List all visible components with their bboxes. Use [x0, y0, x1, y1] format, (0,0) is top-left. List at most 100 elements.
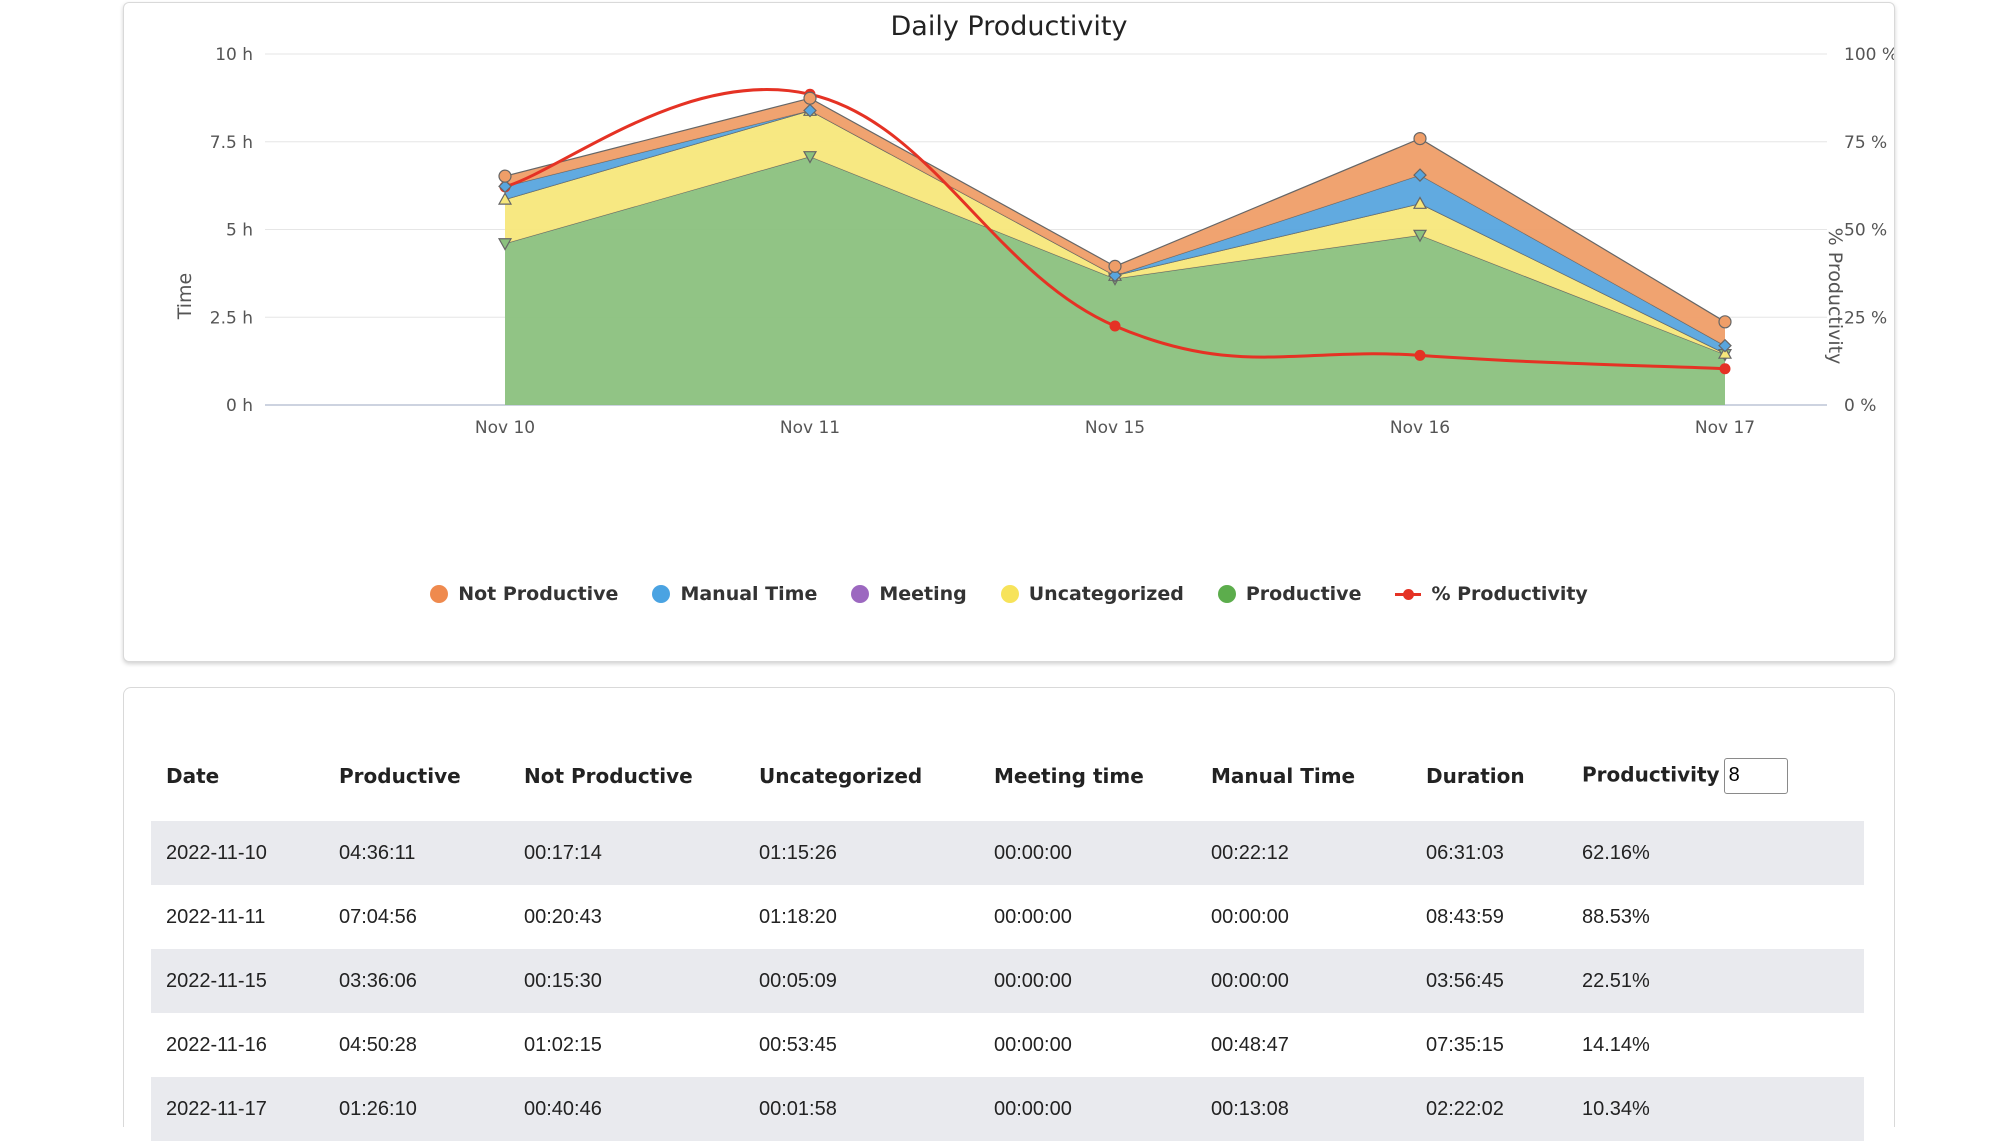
legend-meeting[interactable]: Meeting	[851, 583, 967, 605]
table-cell: 2022-11-16	[166, 1033, 267, 1056]
marker-not-productive	[803, 91, 817, 105]
y-axis-title: Time	[174, 273, 196, 321]
table-cell: 06:31:03	[1426, 841, 1504, 864]
marker-manual-time	[1718, 338, 1732, 353]
marker-manual-time	[1108, 268, 1122, 283]
legend-productivity-percent[interactable]: % Productivity	[1395, 583, 1588, 605]
table-cell: 02:22:02	[1426, 1097, 1504, 1120]
table-cell: 00:22:12	[1211, 841, 1289, 864]
table-cell: 22.51%	[1582, 969, 1650, 992]
x-tick-label: Nov 10	[475, 418, 535, 438]
marker-uncategorized	[497, 192, 513, 205]
table-cell: 2022-11-11	[166, 905, 266, 928]
table-cell: 00:00:00	[1211, 969, 1289, 992]
chart-title: Daily Productivity	[891, 11, 1128, 42]
table-header-row: Date Productive Not Productive Uncategor…	[151, 730, 1864, 821]
table-panel: Date Productive Not Productive Uncategor…	[123, 687, 1895, 1141]
axis-labels: 0 h 2.5 h 5 h 7.5 h 10 h 0 % 25 % 50 % 75 % 100 %…	[210, 45, 1894, 438]
legend-not-productive[interactable]: Not Productive	[430, 583, 618, 605]
y2-tick-label: 25 %	[1844, 308, 1887, 328]
line-productivity-percent	[504, 88, 1726, 371]
table-cell: 88.53%	[1582, 905, 1650, 928]
x-tick-label: Nov 16	[1390, 418, 1450, 438]
marker-manual-time	[498, 179, 512, 194]
table-cell: 07:04:56	[339, 905, 417, 928]
line-marker-icon	[1395, 585, 1422, 603]
table-cell: 07:35:15	[1426, 1033, 1504, 1056]
table-cell: 04:36:11	[339, 841, 416, 864]
table-row: 2022-11-11 07:04:56 00:20:43 01:18:20 00:00:…	[151, 885, 1864, 949]
marker-not-productive	[1108, 259, 1122, 273]
table-cell: 00:01:58	[759, 1097, 837, 1120]
table-cell: 03:56:45	[1426, 969, 1504, 992]
table-cell: 03:36:06	[339, 969, 417, 992]
marker-uncategorized	[1412, 196, 1428, 209]
column-header: Duration	[1426, 763, 1525, 788]
productivity-header: Productivity	[1567, 730, 1864, 821]
table-cell: 00:15:30	[524, 969, 602, 992]
column-header: Not Productive	[524, 763, 693, 788]
legend-uncategorized[interactable]: Uncategorized	[1000, 583, 1184, 605]
table-cell: 10.34%	[1582, 1097, 1650, 1120]
marker-productive	[1412, 229, 1428, 243]
table-cell: 00:00:00	[994, 905, 1072, 928]
y2-tick-label: 50 %	[1844, 221, 1887, 241]
marker-productive	[497, 238, 513, 251]
marker-manual-time	[803, 103, 817, 118]
yellow-dot-icon	[1000, 585, 1019, 603]
table-cell: 00:00:00	[994, 1097, 1072, 1120]
legend-productive[interactable]: Productive	[1217, 583, 1362, 605]
marker-productivity-percent	[1109, 320, 1121, 332]
table-cell: 00:48:47	[1211, 1033, 1289, 1056]
y2-axis-title: % Productivity	[1824, 228, 1846, 365]
column-header: Uncategorized	[759, 763, 923, 788]
legend-label: Meeting	[879, 583, 967, 605]
purple-dot-icon	[851, 585, 870, 603]
table-cell: 2022-11-15	[166, 969, 267, 992]
table-cell: 08:43:59	[1426, 905, 1504, 928]
table-row: 2022-11-16 04:50:28 01:02:15 00:53:45 00:00:…	[151, 1013, 1864, 1077]
column-header: Productive	[339, 763, 461, 788]
table-row: 2022-11-10 04:36:11 00:17:14 01:15:26 00:00:…	[151, 821, 1864, 885]
y-tick-label: 7.5 h	[210, 133, 253, 153]
blue-dot-icon	[652, 585, 671, 603]
table-cell: 00:00:00	[1211, 905, 1289, 928]
series-markers	[497, 91, 1733, 362]
table-cell: 2022-11-10	[166, 841, 267, 864]
x-tick-label: Nov 15	[1085, 418, 1145, 438]
y2-tick-label: 100 %	[1844, 45, 1894, 65]
table-cell: 00:17:14	[524, 841, 602, 864]
table-cell: 00:40:46	[524, 1097, 602, 1120]
table-cell: 00:20:43	[524, 905, 602, 928]
marker-manual-time	[1413, 168, 1427, 182]
marker-uncategorized	[1717, 346, 1733, 359]
productivity-chart: Daily Productivity Time % Productivity 0…	[174, 11, 1894, 438]
marker-productivity-percent	[1719, 363, 1731, 375]
column-header: Productivity	[1582, 762, 1720, 786]
table-row: 2022-11-17 01:26:10 00:40:46 00:01:58 00:00:…	[151, 1077, 1864, 1141]
marker-productivity-percent	[1414, 349, 1426, 361]
y2-tick-label: 75 %	[1844, 133, 1887, 153]
table-cell: 14.14%	[1582, 1033, 1650, 1056]
legend-label: Not Productive	[458, 583, 619, 605]
table-cell: 00:00:00	[994, 1033, 1072, 1056]
area-manual-time	[505, 110, 1725, 354]
table-cell: 04:50:28	[339, 1033, 417, 1056]
area-not-productive	[505, 98, 1725, 346]
column-header: Date	[166, 763, 220, 788]
column-header: Manual Time	[1211, 763, 1356, 788]
y-tick-label: 0 h	[226, 396, 253, 416]
productivity-threshold-input[interactable]	[1723, 757, 1788, 794]
legend-manual-time[interactable]: Manual Time	[652, 583, 817, 605]
table-cell: 00:13:08	[1211, 1097, 1289, 1120]
legend-label: Productive	[1245, 583, 1362, 605]
y-tick-label: 2.5 h	[210, 308, 253, 328]
table-cell: 00:53:45	[759, 1033, 837, 1056]
table-body: 2022-11-10 04:36:11 00:17:14 01:15:26 00:00:…	[151, 821, 1864, 1141]
y-tick-label: 10 h	[215, 45, 253, 65]
x-tick-label: Nov 17	[1695, 418, 1755, 438]
table-cell: 00:00:00	[994, 841, 1072, 864]
chart-legend: Not Productive Manual Time Meeting Uncat…	[124, 579, 1894, 609]
table-cell: 01:15:26	[759, 841, 837, 864]
chart-panel: Daily Productivity Time % Productivity 0…	[123, 2, 1895, 662]
